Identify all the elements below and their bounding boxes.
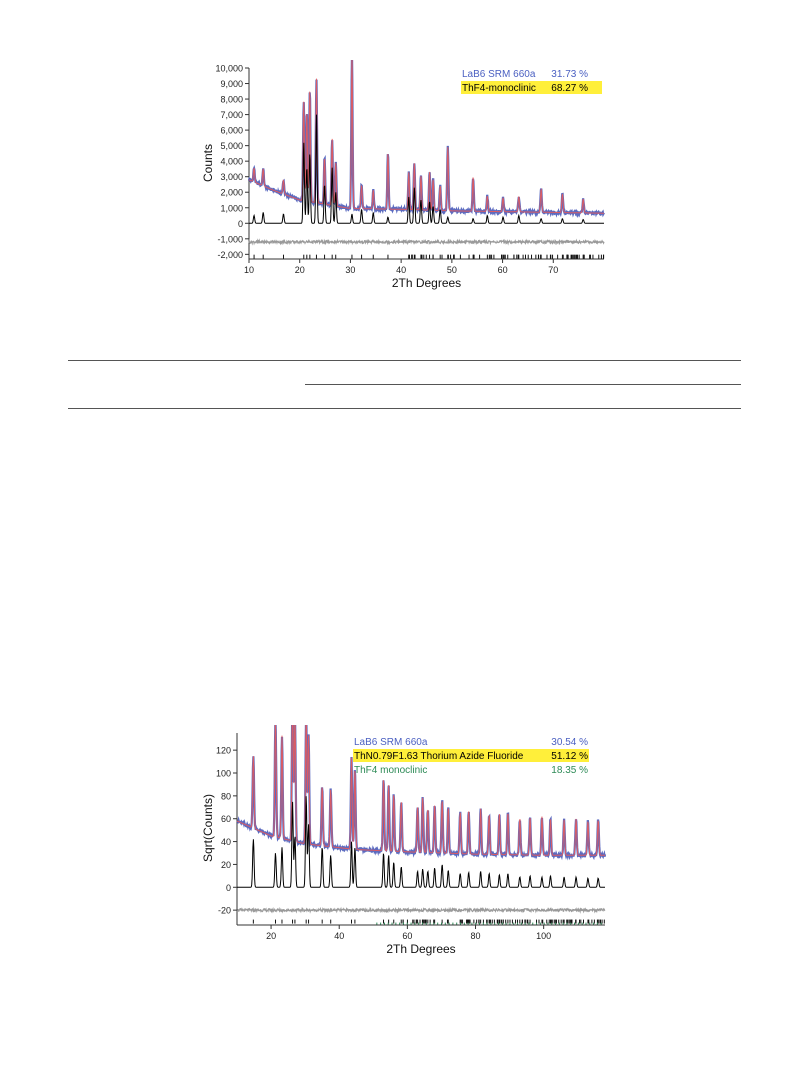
x-tick-label: 50 <box>447 265 457 275</box>
fitted-profile-line <box>248 53 604 214</box>
y-tick-label: 9,000 <box>220 79 243 89</box>
y-tick-label: 120 <box>216 746 231 756</box>
x-tick-label: 60 <box>402 931 412 941</box>
table-rule-middle <box>305 384 741 385</box>
y-axis-label: Counts <box>201 144 215 182</box>
y-tick-label: -2,000 <box>217 250 243 260</box>
y-tick-label: -20 <box>218 906 231 916</box>
x-tick-label: 10 <box>244 265 254 275</box>
table-rule-bottom <box>68 408 741 409</box>
legend-entry-percent: 68.27 % <box>551 83 588 94</box>
y-tick-label: 4,000 <box>220 157 243 167</box>
y-tick-label: 10,000 <box>215 64 243 74</box>
x-axis-label: 2Th Degrees <box>392 276 461 290</box>
y-tick-label: 100 <box>216 769 231 779</box>
legend-entry-percent: 18.35 % <box>551 765 588 776</box>
legend-entry-percent: 51.12 % <box>551 751 588 762</box>
y-tick-label: 0 <box>238 219 243 229</box>
x-tick-label: 70 <box>548 265 558 275</box>
x-tick-label: 40 <box>334 931 344 941</box>
chart-1-svg: 10,000 9,000 8,000 7,000 6,000 5,000 4,000 3,00… <box>201 53 605 290</box>
phase-calculated-line <box>249 114 604 224</box>
chart-thorium-azide-fluoride: 120 100 80 60 40 20 0 -20 20 40 60 80 100 2Th Degrees… <box>190 689 620 960</box>
table-rule-top <box>68 360 741 361</box>
x-tick-label: 20 <box>295 265 305 275</box>
x-tick-label: 60 <box>498 265 508 275</box>
y-tick-label: 20 <box>221 860 231 870</box>
phase-calculated-line <box>237 796 605 888</box>
y-tick-label: 1,000 <box>220 203 243 213</box>
y-tick-label: 7,000 <box>220 110 243 120</box>
legend-entry-percent: 30.54 % <box>551 737 588 748</box>
y-tick-label: 6,000 <box>220 126 243 136</box>
y-axis-label: Sqrt(Counts) <box>201 794 215 862</box>
legend-entry-percent: 31.73 % <box>551 69 588 80</box>
legend-entry-name: LaB6 SRM 660a <box>462 69 536 80</box>
legend-entry-name: LaB6 SRM 660a <box>354 737 428 748</box>
y-tick-label: 5,000 <box>220 141 243 151</box>
chart-thf4-lab6: 10,000 9,000 8,000 7,000 6,000 5,000 4,000 3,00… <box>190 53 620 300</box>
legend-entry-name: ThF4 monoclinic <box>354 765 427 776</box>
fitted-profile-line <box>236 689 605 856</box>
legend-highlight <box>461 81 602 94</box>
chart-2-svg: 120 100 80 60 40 20 0 -20 20 40 60 80 100 2Th Degrees… <box>201 689 607 956</box>
x-tick-label: 80 <box>471 931 481 941</box>
x-tick-label: 100 <box>536 931 551 941</box>
y-tick-label: 2,000 <box>220 188 243 198</box>
difference-line <box>248 238 605 246</box>
legend-highlight <box>353 749 589 762</box>
x-tick-label: 20 <box>266 931 276 941</box>
y-tick-label: 40 <box>221 837 231 847</box>
y-tick-label: 80 <box>221 791 231 801</box>
y-tick-label: 60 <box>221 814 231 824</box>
x-axis-label: 2Th Degrees <box>386 942 455 956</box>
legend-entry-name: ThF4-monoclinic <box>462 83 536 94</box>
y-tick-label: 0 <box>226 883 231 893</box>
y-tick-label: -1,000 <box>217 234 243 244</box>
y-tick-label: 8,000 <box>220 95 243 105</box>
x-tick-label: 30 <box>345 265 355 275</box>
x-tick-label: 40 <box>396 265 406 275</box>
difference-line <box>236 906 606 914</box>
legend-entry-name: ThN0.79F1.63 Thorium Azide Fluoride <box>354 751 524 762</box>
y-tick-label: 3,000 <box>220 172 243 182</box>
